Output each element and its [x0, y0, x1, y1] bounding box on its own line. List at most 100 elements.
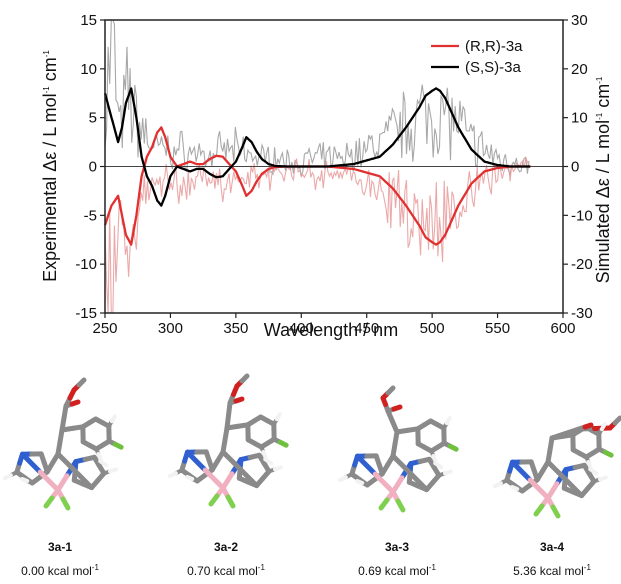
bond — [272, 465, 283, 472]
bond — [37, 469, 61, 493]
bond — [378, 497, 390, 511]
bond — [239, 373, 250, 384]
bond — [167, 471, 178, 479]
bond — [444, 416, 452, 426]
bond — [220, 471, 235, 491]
bond — [597, 475, 608, 482]
bond — [534, 468, 546, 483]
bond — [561, 485, 576, 495]
bond — [562, 476, 585, 499]
bond — [527, 477, 551, 501]
conformer-energy-3: 0.69 kcal mol-1 — [358, 563, 436, 578]
conformer-model — [492, 415, 621, 519]
bond — [185, 474, 195, 481]
bond — [237, 466, 260, 489]
conformer-energy-4: 5.36 kcal mol-1 — [513, 563, 591, 578]
bond — [586, 459, 593, 469]
x-tick-label: 300 — [158, 320, 183, 337]
conformer-structures — [2, 373, 621, 519]
x-tick-label: 350 — [223, 320, 248, 337]
series-layer — [103, 87, 531, 246]
conformer-model — [167, 373, 289, 509]
x-tick-label: 600 — [550, 320, 575, 337]
bond — [2, 473, 13, 481]
legend-label-ss: (S,S)-3a — [465, 59, 522, 76]
bond — [447, 443, 459, 452]
bond — [599, 422, 607, 432]
bond — [337, 475, 348, 483]
legend-label-rr: (R,R)-3a — [465, 38, 523, 55]
simulated-series-line — [103, 87, 531, 207]
x-tick-label: 400 — [289, 320, 314, 337]
legend: (R,R)-3a (S,S)-3a — [431, 38, 523, 76]
bond — [44, 460, 56, 475]
bond — [354, 453, 378, 477]
bond — [550, 504, 561, 519]
bond — [385, 385, 396, 396]
bond — [588, 467, 599, 476]
bond — [109, 414, 117, 424]
bond — [612, 415, 621, 426]
left-y-axis-ticks: 15 10 5 0 -5 -10 -15 — [75, 12, 105, 322]
right-y-tick-label: -30 — [571, 305, 593, 322]
bond — [261, 449, 268, 459]
conformer-name-2: 3a-2 — [214, 540, 238, 554]
bond — [602, 449, 614, 458]
bond — [55, 473, 70, 493]
x-tick-label: 500 — [420, 320, 445, 337]
bond — [208, 493, 220, 507]
bond — [60, 496, 71, 511]
bond — [404, 426, 421, 433]
right-y-axis-title: Simulated Δε / L mol-1 cm-1 — [593, 76, 613, 283]
bond — [107, 467, 118, 474]
left-y-tick-label: -5 — [84, 207, 97, 224]
bond — [76, 377, 87, 388]
cd-spectrum-chart: 250 300 350 400 450 500 550 600 151050-5-10-15 … — [40, 12, 613, 340]
bond — [209, 458, 221, 473]
right-y-tick-label: 10 — [571, 110, 588, 127]
bond — [69, 399, 81, 407]
x-axis-title: Wavelength / nm — [264, 320, 398, 340]
bond — [492, 481, 503, 489]
bond — [236, 475, 251, 485]
bond — [277, 439, 289, 448]
bond — [43, 495, 55, 509]
left-y-tick-label: -10 — [75, 256, 97, 273]
bond — [263, 457, 274, 466]
bond — [391, 404, 403, 412]
x-tick-label: 250 — [92, 320, 117, 337]
bond — [55, 451, 78, 474]
right-y-tick-label: 30 — [571, 12, 588, 29]
conformer-labels: 3a-1 0.00 kcal mol-1 3a-2 0.70 kcal mol-… — [21, 540, 591, 578]
bond — [96, 451, 103, 461]
bond — [379, 462, 391, 477]
bond — [20, 476, 30, 483]
bond — [431, 453, 438, 463]
bond — [274, 412, 282, 422]
bond — [69, 424, 86, 431]
bond — [71, 477, 86, 487]
right-y-tick-label: 0 — [571, 159, 579, 176]
conformer-name-1: 3a-1 — [48, 540, 72, 554]
left-y-axis-title: Experimental Δε / L mol-1 cm-1 — [40, 50, 60, 282]
bond — [72, 468, 95, 491]
conformer-name-3: 3a-3 — [385, 540, 409, 554]
bond — [509, 459, 533, 483]
bond — [372, 471, 396, 495]
bond — [355, 478, 365, 485]
bond — [510, 484, 520, 491]
bond — [184, 449, 208, 473]
right-y-tick-label: 20 — [571, 61, 588, 78]
bond — [533, 503, 545, 517]
bond — [442, 469, 453, 476]
bond — [202, 467, 226, 491]
left-y-tick-label: 10 — [80, 61, 97, 78]
bond — [395, 498, 406, 513]
bond — [220, 449, 243, 472]
bond — [406, 479, 421, 489]
bond — [233, 396, 245, 404]
bond — [545, 459, 568, 482]
conformer-model — [2, 377, 124, 511]
bond — [390, 453, 413, 476]
right-y-tick-label: -10 — [571, 207, 593, 224]
